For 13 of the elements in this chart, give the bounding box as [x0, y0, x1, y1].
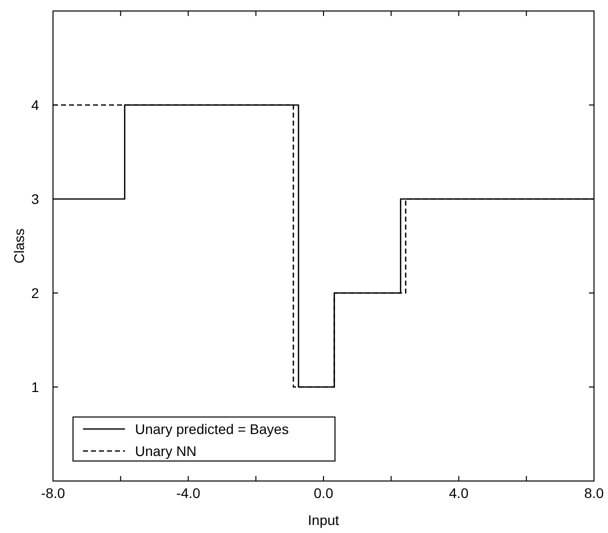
x-tick-label: 0.0 [314, 485, 334, 501]
y-tick-label: 3 [31, 191, 40, 207]
x-tick-label: -8.0 [40, 485, 66, 501]
y-axis-title: Class [11, 228, 27, 264]
x-tick-label: -4.0 [176, 485, 201, 501]
x-axis-title: Input [308, 512, 340, 528]
x-tick-label: 4.0 [449, 485, 469, 501]
legend-label: Unary predicted = Bayes [135, 421, 289, 437]
y-tick-label: 2 [31, 285, 40, 301]
legend-label: Unary NN [135, 443, 196, 459]
y-tick-label: 4 [31, 97, 40, 113]
x-tick-label: 8.0 [584, 485, 604, 501]
y-tick-label: 1 [31, 379, 40, 395]
